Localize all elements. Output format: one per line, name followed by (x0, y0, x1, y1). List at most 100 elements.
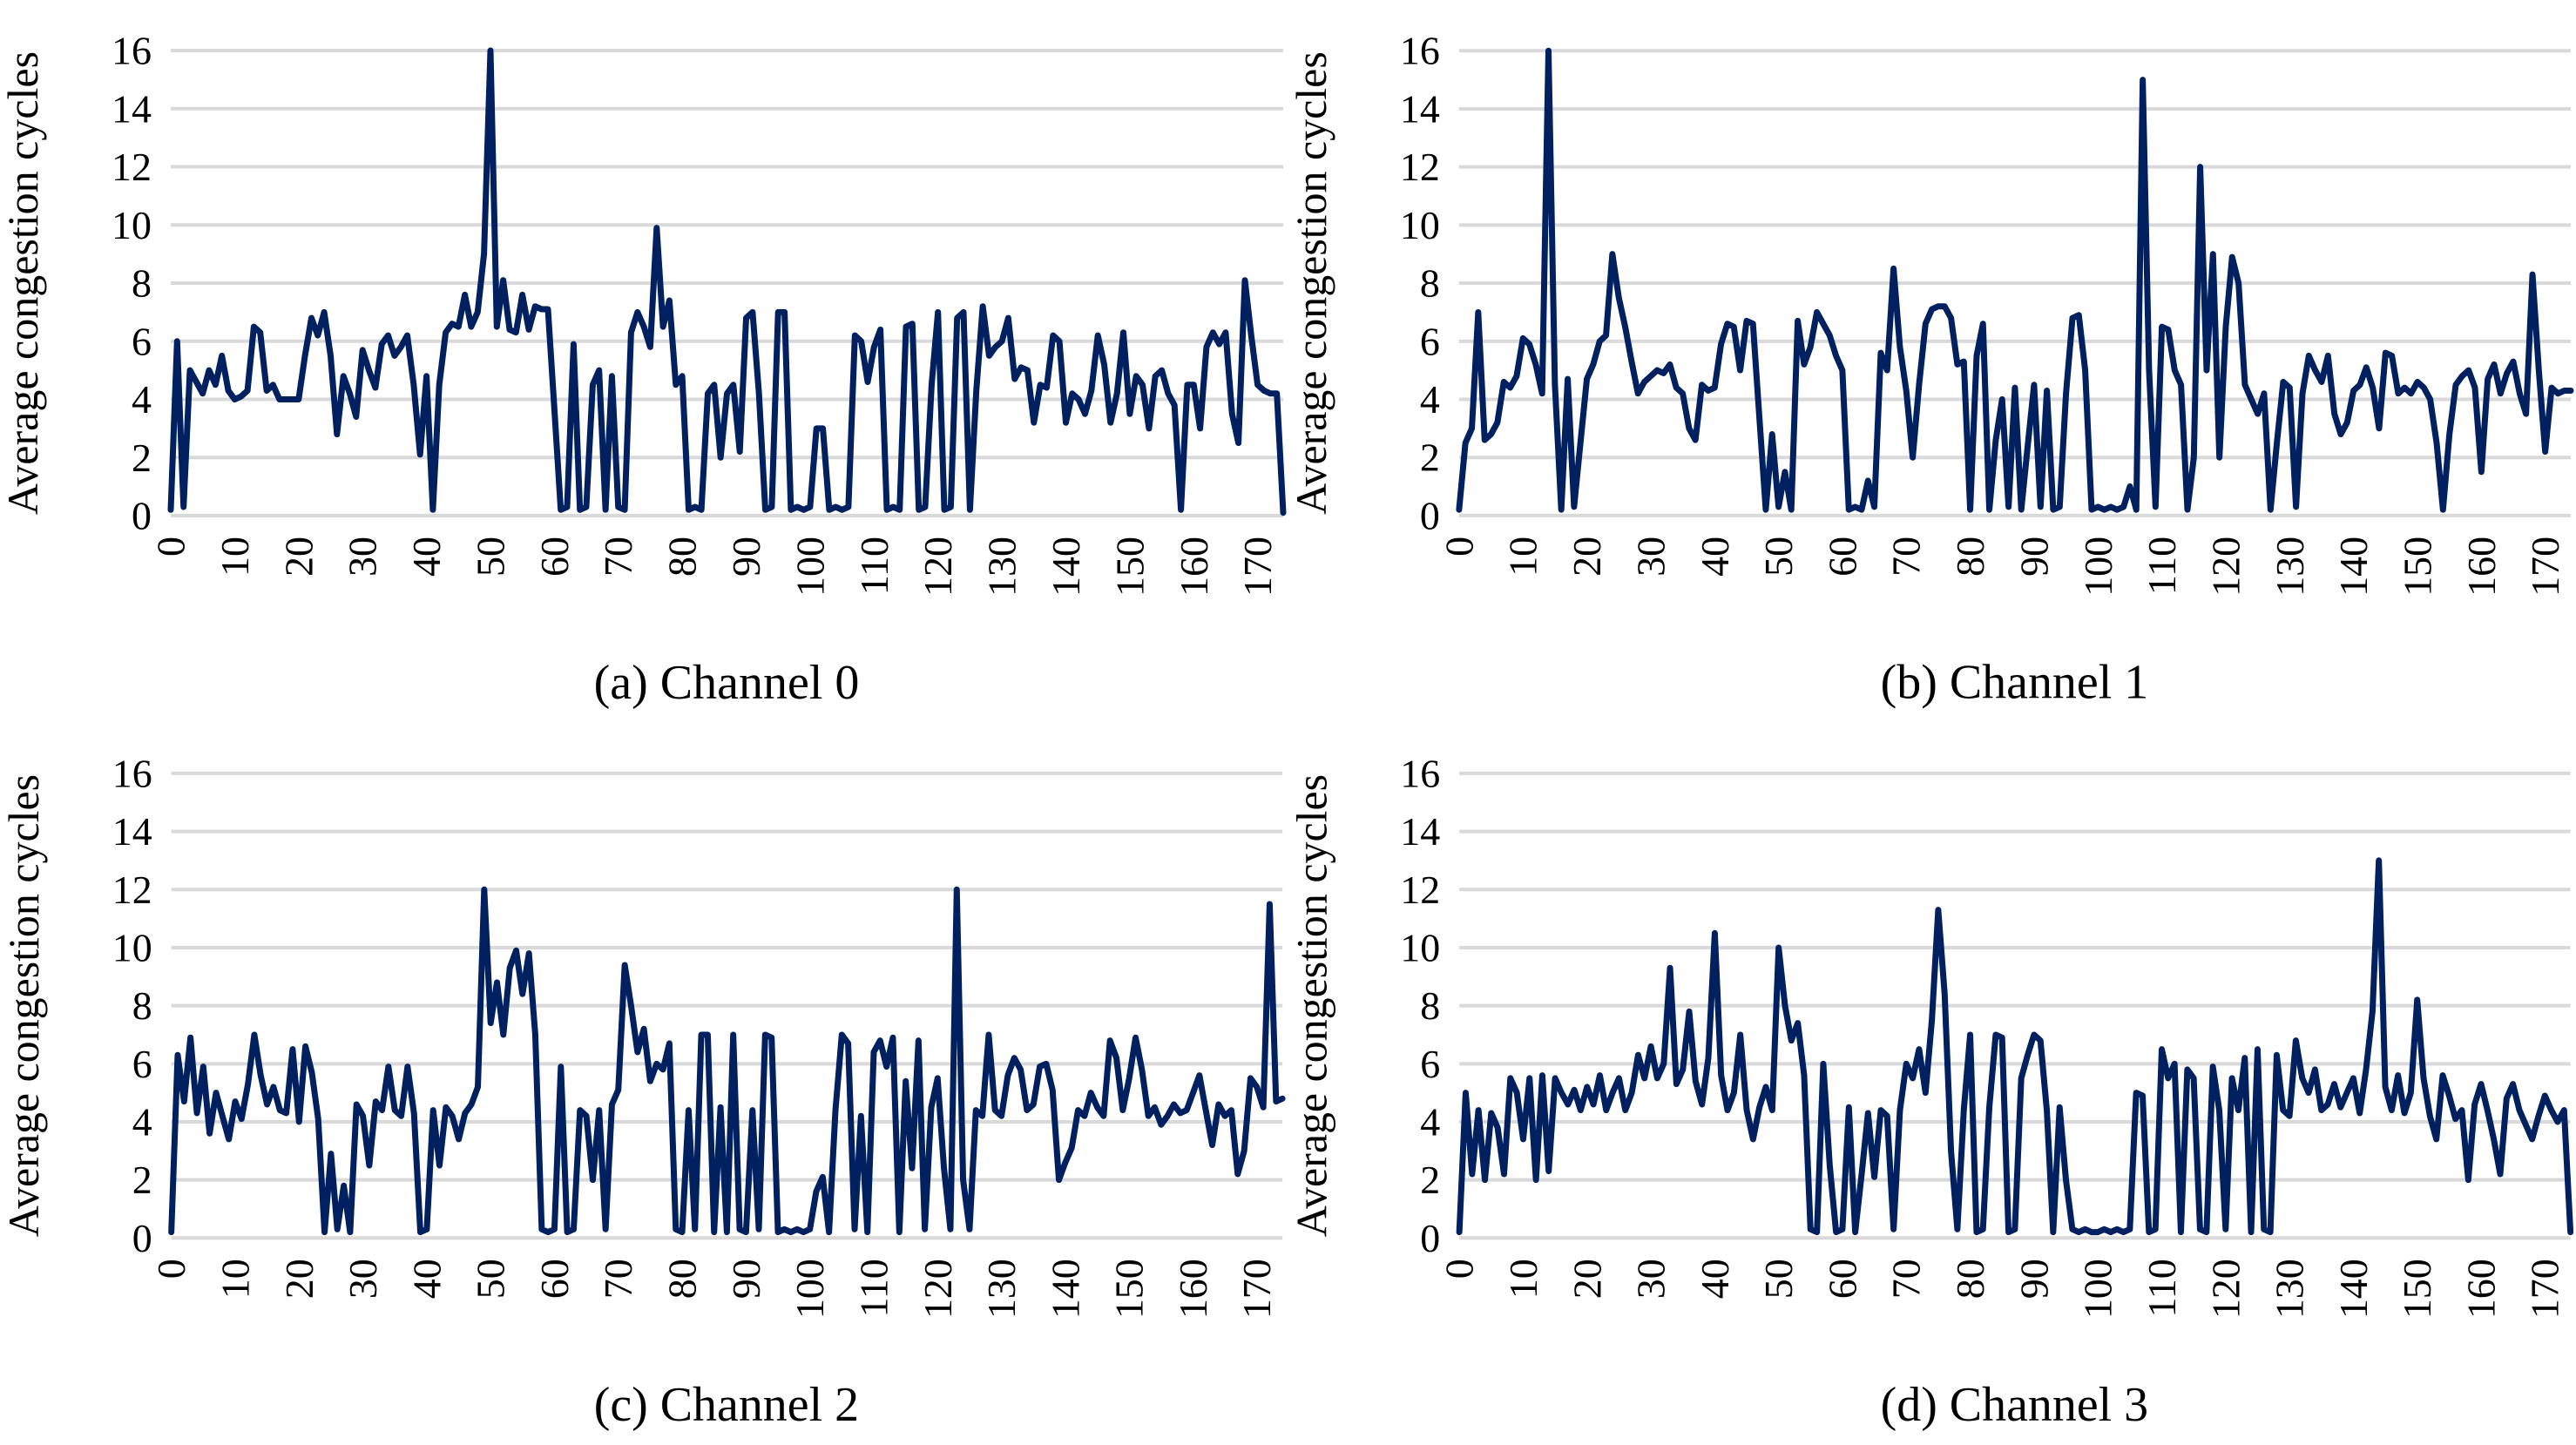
y-tick-label: 12 (1400, 868, 1440, 912)
y-tick-label: 6 (132, 1042, 152, 1086)
x-tick-label: 50 (469, 1259, 513, 1299)
x-tick-label: 100 (2076, 537, 2120, 597)
x-tick-label: 120 (916, 537, 960, 597)
x-tick-label: 10 (213, 1259, 257, 1299)
x-tick-label: 140 (2331, 537, 2376, 597)
x-tick-label: 40 (404, 1259, 449, 1299)
x-tick-label: 170 (2523, 1259, 2567, 1319)
x-tick-label: 110 (2140, 1259, 2184, 1317)
x-tick-label: 60 (532, 1259, 577, 1299)
y-tick-label: 8 (132, 983, 152, 1028)
x-tick-label: 130 (2268, 1259, 2312, 1319)
chart-channel-1: Average congestion cycles 0 2 4 6 8 10 12 14 16 0… (1289, 0, 2576, 723)
x-tick-label: 110 (851, 1259, 896, 1317)
y-tick-label: 8 (132, 261, 152, 306)
x-tick-label: 150 (1107, 537, 1152, 597)
x-tick-label: 30 (1628, 537, 1673, 577)
chart-canvas-channel-2: Average congestion cycles 0 2 4 6 8 10 12 14 16 0… (0, 751, 1286, 1432)
x-tick-label: 90 (724, 1259, 768, 1299)
x-tick-label: 170 (2523, 537, 2567, 597)
series-line (1456, 47, 2574, 513)
x-tick-label: 80 (660, 1259, 705, 1299)
x-tick-label: 130 (980, 537, 1024, 597)
x-tick-label: 140 (1044, 537, 1088, 597)
x-tick-label: 0 (149, 1259, 193, 1279)
chart-channel-2: Average congestion cycles 0 2 4 6 8 10 12 14 16 0… (0, 723, 1289, 1445)
x-tick-label: 100 (2076, 1259, 2120, 1319)
y-tick-label: 12 (112, 868, 152, 912)
y-tick-label: 0 (132, 494, 152, 538)
x-tick-label: 140 (1043, 1259, 1087, 1319)
chart-canvas-channel-1: Average congestion cycles 0 2 4 6 8 10 12 14 160… (1289, 29, 2574, 710)
x-tick-label: 100 (788, 537, 832, 597)
y-tick-label: 16 (1400, 29, 1440, 73)
x-tick-label: 60 (1820, 1259, 1864, 1299)
x-tick-label: 70 (596, 1259, 640, 1299)
x-tick-label: 30 (341, 537, 385, 577)
y-tick-label: 6 (1420, 319, 1440, 363)
x-tick-label: 150 (2396, 537, 2440, 597)
x-tick-label: 100 (788, 1259, 832, 1319)
x-tick-label: 20 (276, 537, 321, 577)
x-tick-label: 40 (404, 537, 449, 577)
y-axis-title: Average congestion cycles (1289, 51, 1335, 515)
x-tick-label: 30 (341, 1259, 385, 1299)
x-tick-label: 170 (1234, 1259, 1279, 1319)
series-line (168, 886, 1286, 1236)
x-tick-label: 150 (2395, 1259, 2439, 1319)
x-tick-label: 150 (1107, 1259, 1152, 1319)
x-tick-label: 30 (1629, 1259, 1673, 1299)
y-tick-label: 4 (132, 1099, 152, 1144)
y-tick-label: 2 (1420, 1158, 1440, 1202)
x-tick-label: 160 (2459, 1259, 2504, 1319)
y-tick-label: 8 (1420, 983, 1440, 1028)
x-tick-label: 60 (532, 537, 577, 577)
x-tick-label: 10 (1501, 537, 1545, 577)
x-tick-label: 130 (2268, 537, 2312, 597)
x-tick-label: 70 (596, 537, 640, 577)
y-tick-label: 14 (1400, 86, 1440, 131)
y-tick-label: 0 (1420, 493, 1440, 537)
x-tick-label: 170 (1235, 537, 1280, 597)
y-tick-label: 6 (1420, 1042, 1440, 1086)
chart-caption: (d) Channel 3 (1881, 1378, 2149, 1432)
x-tick-label: 70 (1884, 537, 1929, 577)
x-tick-label: 50 (1756, 1259, 1801, 1299)
y-tick-label: 2 (132, 1158, 152, 1202)
y-tick-label: 4 (1420, 377, 1440, 422)
y-tick-label: 2 (1420, 436, 1440, 480)
x-tick-label: 20 (1565, 1259, 1609, 1299)
y-tick-label: 14 (1400, 809, 1440, 854)
x-tick-label: 0 (149, 537, 193, 557)
x-tick-label: 0 (1437, 1259, 1482, 1279)
x-tick-label: 130 (979, 1259, 1024, 1319)
y-axis-title: Average congestion cycles (0, 774, 48, 1237)
y-tick-label: 10 (1400, 925, 1440, 969)
y-tick-label: 2 (132, 436, 152, 480)
y-tick-label: 14 (112, 86, 152, 131)
chart-caption: (a) Channel 0 (594, 656, 860, 710)
y-tick-label: 0 (1420, 1216, 1440, 1260)
y-tick-label: 10 (112, 925, 152, 969)
x-tick-label: 50 (469, 537, 513, 577)
y-tick-label: 16 (112, 29, 152, 73)
y-tick-label: 4 (1420, 1099, 1440, 1144)
y-tick-label: 16 (112, 751, 152, 795)
y-tick-label: 10 (1400, 203, 1440, 247)
y-tick-label: 16 (1400, 751, 1440, 795)
x-tick-label: 90 (2011, 1259, 2056, 1299)
chart-canvas-channel-3: Average congestion cycles 02468101214160… (1289, 751, 2574, 1432)
x-tick-label: 20 (277, 1259, 321, 1299)
chart-canvas-channel-0: Average congestion cycles 02468101214160… (0, 29, 1287, 710)
y-tick-label: 0 (132, 1216, 152, 1260)
x-tick-label: 160 (2459, 537, 2504, 597)
y-tick-label: 4 (132, 377, 152, 422)
y-tick-label: 14 (112, 809, 152, 854)
series-line (167, 47, 1287, 517)
x-tick-label: 80 (1948, 1259, 1992, 1299)
y-tick-label: 8 (1420, 261, 1440, 306)
y-axis-title: Average congestion cycles (1289, 774, 1335, 1237)
y-tick-label: 12 (1400, 145, 1440, 189)
